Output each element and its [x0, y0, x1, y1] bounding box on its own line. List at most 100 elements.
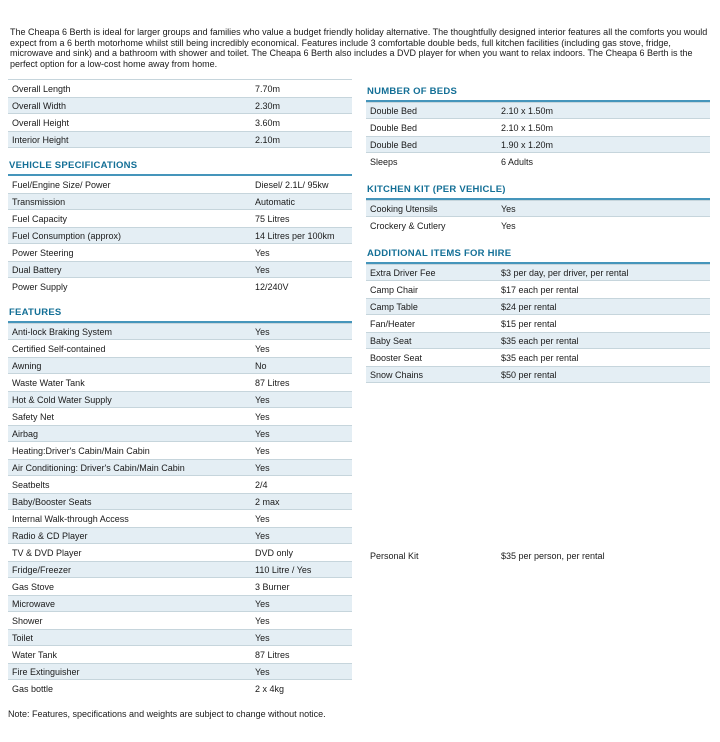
- table-row: Hot & Cold Water Supply Yes: [8, 391, 352, 408]
- spec-label: Transmission: [12, 196, 66, 207]
- spec-label: Overall Length: [12, 83, 71, 94]
- table-row: Overall Length 7.70m: [8, 80, 352, 97]
- spec-value: $24 per rental: [501, 301, 557, 312]
- spec-label: Baby Seat: [370, 335, 412, 346]
- right-column: NUMBER OF BEDS Double Bed 2.10 x 1.50m Doub…: [366, 79, 710, 697]
- table-row: Fuel/Engine Size/ Power Diesel/ 2.1L/ 95k…: [8, 176, 352, 193]
- section-rows: Extra Driver Fee $3 per day, per driver, …: [366, 264, 710, 383]
- table-row: Safety Net Yes: [8, 408, 352, 425]
- spec-label: Power Steering: [12, 247, 74, 258]
- spec-value: 3.60m: [255, 117, 281, 128]
- table-row: Microwave Yes: [8, 595, 352, 612]
- spec-label: Gas Stove: [12, 581, 55, 592]
- table-row: Water Tank 87 Litres: [8, 646, 352, 663]
- spec-label: Fuel Consumption (approx): [12, 230, 122, 241]
- section-rows: Fuel/Engine Size/ Power Diesel/ 2.1L/ 95k…: [8, 176, 352, 295]
- spec-label: Personal Kit: [370, 550, 419, 561]
- spec-label: Fridge/Freezer: [12, 564, 72, 575]
- spec-value: Yes: [255, 445, 270, 456]
- table-row: Seatbelts 2/4: [8, 476, 352, 493]
- spec-value: 3 Burner: [255, 581, 290, 592]
- spec-value: Yes: [255, 326, 270, 337]
- section-rows: Anti-lock Braking System Yes Certified Sel…: [8, 323, 352, 697]
- spec-value: 2.30m: [255, 100, 281, 111]
- footnote: Note: Features, specifications and weigh…: [8, 709, 326, 719]
- spec-label: Hot & Cold Water Supply: [12, 394, 112, 405]
- table-row: Power Supply 12/240V: [8, 278, 352, 295]
- spec-label: Baby/Booster Seats: [12, 496, 92, 507]
- section: VEHICLE SPECIFICATIONS Fuel/Engine Size/ …: [8, 158, 352, 295]
- spec-value: 2/4: [255, 479, 268, 490]
- table-row: Toilet Yes: [8, 629, 352, 646]
- left-sections: Overall Length 7.70m Overall Width 2.30m Ove…: [8, 79, 352, 697]
- spec-label: Double Bed: [370, 105, 418, 116]
- spec-value: Diesel/ 2.1L/ 95kw: [255, 179, 329, 190]
- table-row: Fuel Consumption (approx) 14 Litres per 1…: [8, 227, 352, 244]
- table-row: Fire Extinguisher Yes: [8, 663, 352, 680]
- section: ADDITIONAL ITEMS FOR HIRE Extra Driver Fe…: [366, 246, 710, 383]
- table-row: Booster Seat $35 each per rental: [366, 349, 710, 366]
- spec-value: Yes: [255, 615, 270, 626]
- spec-label: Anti-lock Braking System: [12, 326, 113, 337]
- section-heading: ADDITIONAL ITEMS FOR HIRE: [366, 246, 710, 264]
- spec-value: 2.10m: [255, 134, 281, 145]
- spec-label: Waste Water Tank: [12, 377, 85, 388]
- section-heading: FEATURES: [8, 305, 352, 323]
- spec-label: Air Conditioning: Driver's Cabin/Main Ca…: [12, 462, 185, 473]
- table-row: Shower Yes: [8, 612, 352, 629]
- table-row: Heating:Driver's Cabin/Main Cabin Yes: [8, 442, 352, 459]
- spec-value: Yes: [255, 462, 270, 473]
- spec-value: 7.70m: [255, 83, 281, 94]
- table-row: Internal Walk-through Access Yes: [8, 510, 352, 527]
- spec-value: DVD only: [255, 547, 294, 558]
- spec-label: Fuel/Engine Size/ Power: [12, 179, 111, 190]
- spec-label: Heating:Driver's Cabin/Main Cabin: [12, 445, 150, 456]
- table-row: Fridge/Freezer 110 Litre / Yes: [8, 561, 352, 578]
- spec-label: Internal Walk-through Access: [12, 513, 129, 524]
- spec-label: Power Supply: [12, 281, 68, 292]
- spec-value: 1.90 x 1.20m: [501, 139, 554, 150]
- spec-value: Yes: [255, 632, 270, 643]
- section-rows: Double Bed 2.10 x 1.50m Double Bed 2.10 x 1…: [366, 102, 710, 170]
- spec-value: Yes: [255, 530, 270, 541]
- table-row: Transmission Automatic: [8, 193, 352, 210]
- spec-label: Fan/Heater: [370, 318, 416, 329]
- spec-label: Interior Height: [12, 134, 69, 145]
- table-row: Sleeps 6 Adults: [366, 153, 710, 170]
- spec-label: Snow Chains: [370, 369, 424, 380]
- spec-value: 6 Adults: [501, 156, 534, 167]
- right-sections: NUMBER OF BEDS Double Bed 2.10 x 1.50m Doub…: [366, 84, 710, 383]
- spec-value: Yes: [255, 394, 270, 405]
- table-row: Dual Battery Yes: [8, 261, 352, 278]
- spec-value: Yes: [255, 428, 270, 439]
- spec-value: 14 Litres per 100km: [255, 230, 335, 241]
- table-row: Overall Width 2.30m: [8, 97, 352, 114]
- personal-kit-row: Personal Kit $35 per person, per rental: [366, 547, 710, 564]
- spec-label: Radio & CD Player: [12, 530, 88, 541]
- spec-value: 87 Litres: [255, 649, 290, 660]
- spec-value: 87 Litres: [255, 377, 290, 388]
- section: Overall Length 7.70m Overall Width 2.30m Ove…: [8, 79, 352, 148]
- spec-label: Shower: [12, 615, 43, 626]
- table-row: Double Bed 2.10 x 1.50m: [366, 102, 710, 119]
- table-row: Fuel Capacity 75 Litres: [8, 210, 352, 227]
- spec-value: 110 Litre / Yes: [255, 564, 312, 575]
- table-row: Double Bed 1.90 x 1.20m: [366, 136, 710, 153]
- spec-label: Overall Height: [12, 117, 70, 128]
- table-row: Power Steering Yes: [8, 244, 352, 261]
- spec-label: Toilet: [12, 632, 34, 643]
- spec-value: 2 max: [255, 496, 280, 507]
- spec-label: Extra Driver Fee: [370, 267, 436, 278]
- table-row: Baby/Booster Seats 2 max: [8, 493, 352, 510]
- spec-label: Microwave: [12, 598, 56, 609]
- spec-value: Yes: [255, 264, 270, 275]
- spec-value: $35 per person, per rental: [501, 550, 605, 561]
- spec-value: $3 per day, per driver, per rental: [501, 267, 629, 278]
- spec-value: 2.10 x 1.50m: [501, 122, 554, 133]
- table-row: Waste Water Tank 87 Litres: [8, 374, 352, 391]
- table-row: Interior Height 2.10m: [8, 131, 352, 148]
- table-row: Gas Stove 3 Burner: [8, 578, 352, 595]
- table-row: Radio & CD Player Yes: [8, 527, 352, 544]
- spec-label: Booster Seat: [370, 352, 423, 363]
